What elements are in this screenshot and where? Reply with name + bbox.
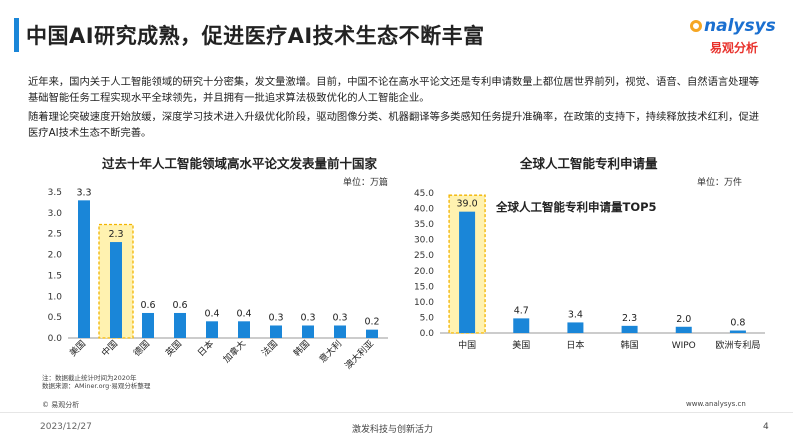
chart-2-bar: [729, 330, 746, 333]
chart-2-ytick: 5.0: [420, 313, 435, 323]
chart-2-ytick: 35.0: [414, 220, 434, 230]
chart-1-data-label: 0.3: [300, 312, 315, 323]
chart-1-bar: [302, 325, 314, 338]
chart-2-data-label: 39.0: [457, 199, 478, 210]
chart-1-ytick: 1.5: [48, 271, 62, 281]
chart-2-ytick: 15.0: [414, 282, 434, 292]
chart-1-ytick: 0.5: [48, 313, 62, 323]
note-date: 注：数据截止统计时间为2020年: [42, 374, 137, 382]
chart-1-ytick: 3.0: [48, 209, 63, 219]
chart-1-data-label: 0.4: [236, 308, 251, 319]
chart-2-category-label: 韩国: [621, 339, 639, 351]
chart-2-category-label: 美国: [512, 339, 530, 351]
chart-1-bar: [334, 325, 346, 338]
footer-divider: [0, 412, 793, 413]
chart-1-bar: [174, 312, 186, 338]
chart-1-bar: [238, 321, 250, 338]
chart-1-ytick: 2.5: [48, 230, 62, 240]
page-title: 中国AI研究成熟，促进医疗AI技术生态不断丰富: [26, 24, 485, 48]
chart-1-bar: [366, 329, 378, 338]
intro-paragraph-2: 随着理论突破速度开始放缓，深度学习技术进入升级优化阶段，驱动图像分类、机器翻译等…: [28, 111, 760, 139]
chart-1-ytick: 2.0: [48, 251, 63, 261]
chart-2-title: 全球人工智能专利申请量: [520, 156, 658, 171]
chart-2-category-label: 日本: [566, 339, 584, 351]
chart-2-ytick: 10.0: [414, 298, 434, 308]
chart-2-bar: [675, 326, 692, 333]
chart-2-data-label: 4.7: [514, 305, 529, 316]
chart-2-category-label: 中国: [458, 339, 476, 351]
footer-date: 2023/12/27: [40, 422, 92, 432]
chart-1-title: 过去十年人工智能领域高水平论文发表量前十国家: [102, 156, 378, 171]
page-number: 4: [763, 422, 769, 432]
chart-2-category-label: WIPO: [672, 341, 696, 351]
chart-1-bar: [142, 312, 154, 338]
logo-cn-text: 易观分析: [710, 41, 759, 55]
chart-2-ytick: 30.0: [414, 236, 434, 246]
chart-1-data-label: 0.2: [364, 317, 379, 328]
chart-2-data-label: 2.0: [676, 314, 691, 325]
chart-1-data-label: 3.3: [76, 187, 91, 198]
website-link: www.analysys.cn: [686, 400, 746, 408]
chart-2-bar: [513, 318, 530, 333]
chart-1-data-label: 0.6: [140, 300, 155, 311]
chart-2-bar: [459, 211, 476, 333]
analysys-logo: nalysys 易观分析: [690, 14, 785, 60]
copyright: © 易观分析: [42, 401, 80, 409]
chart-1-ytick: 0.0: [48, 334, 63, 344]
intro-paragraph-1: 近年来，国内关于人工智能领域的研究十分密集，发文量激增。目前，中国不论在高水平论…: [28, 76, 760, 104]
chart-2-data-label: 2.3: [622, 313, 637, 324]
note-source: 数据来源：AMiner.org·易观分析整理: [42, 382, 151, 390]
chart-1-data-label: 0.3: [332, 312, 347, 323]
chart-1-data-label: 0.4: [204, 308, 219, 319]
chart-1-ytick: 3.5: [48, 188, 62, 198]
chart-2-ytick: 0.0: [420, 329, 435, 339]
chart-2-unit: 单位：万件: [697, 178, 743, 188]
chart-2-ytick: 40.0: [414, 205, 434, 215]
chart-1-data-label: 0.6: [172, 300, 187, 311]
chart-1-bar: [206, 321, 218, 338]
logo-a-mark: [690, 20, 702, 32]
chart-2-ytick: 45.0: [414, 189, 434, 199]
chart-1-data-label: 2.3: [108, 229, 123, 240]
logo-text: nalysys: [704, 16, 776, 36]
chart-2-inner-title: 全球人工智能专利申请量TOP5: [495, 200, 657, 214]
chart-1-ytick: 1.0: [48, 292, 63, 302]
chart-2-category-label: 欧洲专利局: [715, 339, 760, 351]
chart-1-unit: 单位：万篇: [343, 178, 389, 188]
chart-1-data-label: 0.3: [268, 312, 283, 323]
footer-slogan: 激发科技与创新活力: [352, 425, 434, 435]
chart-1-bar: [110, 242, 122, 338]
chart-2-ytick: 20.0: [414, 267, 434, 277]
chart-2-data-label: 3.4: [568, 309, 583, 320]
chart-1-bar: [78, 200, 90, 338]
chart-1-bar: [270, 325, 282, 338]
title-accent-bar: [14, 18, 19, 52]
chart-2-data-label: 0.8: [730, 318, 745, 329]
chart-2-ytick: 25.0: [414, 251, 434, 261]
chart-2-bar: [567, 322, 584, 333]
chart-2-bar: [621, 325, 638, 333]
